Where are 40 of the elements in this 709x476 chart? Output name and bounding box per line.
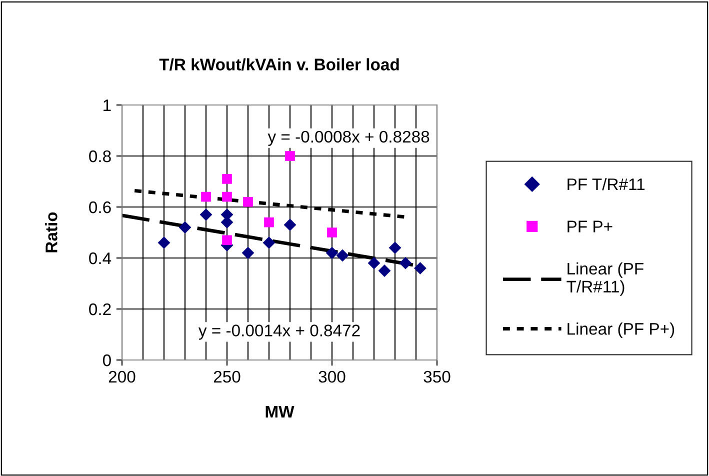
x-axis-title: MW xyxy=(266,406,294,418)
point xyxy=(368,256,380,270)
y-tick-label: 0.8 xyxy=(89,150,111,162)
x-tick-label: 200 xyxy=(108,370,136,383)
point xyxy=(378,264,391,277)
annotation: y = -0.0008x + 0.8288 xyxy=(268,130,430,146)
legend-label: PF T/R#11 xyxy=(568,178,645,190)
point xyxy=(327,228,337,238)
point xyxy=(388,242,402,254)
point xyxy=(243,196,253,207)
y-axis-title: Ratio xyxy=(45,212,58,252)
y-tick-label: 0 xyxy=(102,354,111,366)
point xyxy=(200,208,212,221)
y-tick-label: 0.6 xyxy=(89,201,111,214)
point xyxy=(414,262,426,274)
point xyxy=(222,235,232,246)
y-tick-label: 0.4 xyxy=(89,252,112,264)
x-tick-label: 250 xyxy=(214,370,240,383)
point xyxy=(178,221,192,234)
point xyxy=(399,256,412,270)
x-tick-label: 350 xyxy=(424,370,450,383)
point xyxy=(326,246,338,260)
point xyxy=(222,174,232,184)
point xyxy=(222,192,232,202)
chart-title: T/R kWout/kVAin v. Boiler load xyxy=(159,58,399,71)
legend-label: Linear (PF T/R#11) xyxy=(566,262,644,296)
x-tick-label: 300 xyxy=(318,370,346,383)
point xyxy=(264,217,274,228)
point xyxy=(201,192,211,202)
legend-label: PF P+ xyxy=(568,220,612,232)
point xyxy=(158,236,170,249)
annotation: y = -0.0014x + 0.8472 xyxy=(198,324,360,340)
legend-label: Linear (PF P+) xyxy=(568,322,674,338)
point xyxy=(262,236,276,249)
point xyxy=(242,246,254,260)
point xyxy=(285,151,295,161)
y-tick-label: 1 xyxy=(104,100,111,112)
point xyxy=(336,249,349,262)
point xyxy=(284,218,296,232)
y-tick-label: 0.2 xyxy=(89,303,111,316)
